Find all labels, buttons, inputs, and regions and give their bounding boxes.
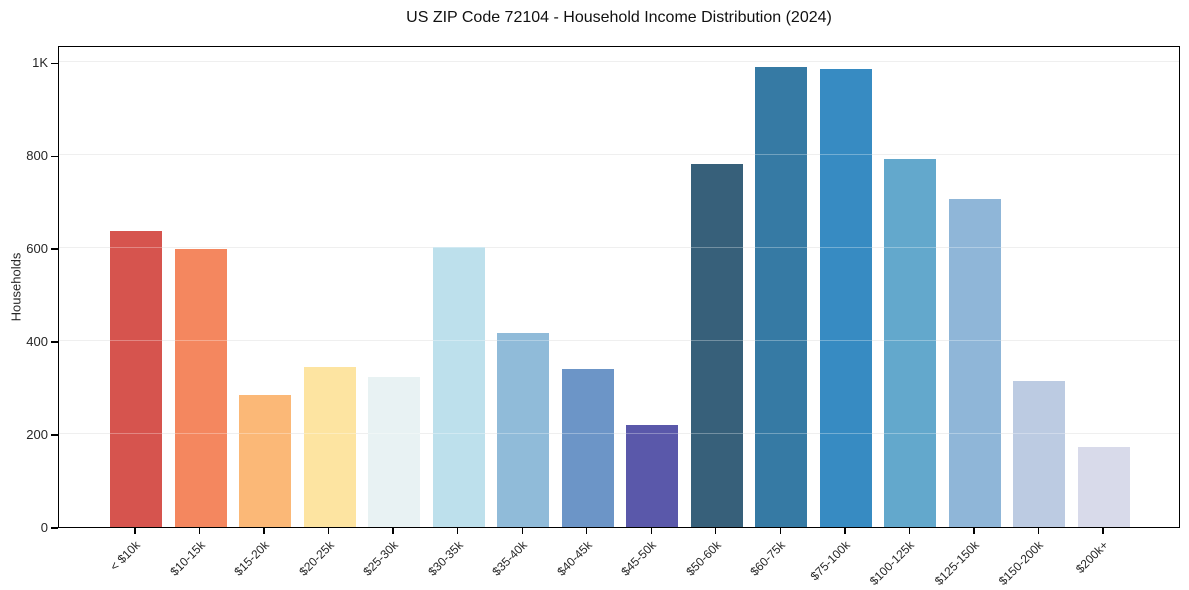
gridline-overlay-800 xyxy=(59,154,1179,156)
bar-13 xyxy=(948,199,1001,527)
x-tick-mark-2 xyxy=(263,528,265,534)
gridline-overlay-400 xyxy=(59,340,1179,342)
x-tick-mark-11 xyxy=(844,528,846,534)
y-tick-label-0: 0 xyxy=(40,520,48,535)
gridline-overlay-1000 xyxy=(59,61,1179,63)
y-tick-label-800: 800 xyxy=(26,148,48,164)
x-tick-mark-12 xyxy=(908,528,911,534)
x-tick-mark-14 xyxy=(1037,528,1040,534)
x-tick-mark-1 xyxy=(198,528,201,534)
bar-6 xyxy=(497,333,550,527)
x-tick-mark-5 xyxy=(457,528,459,534)
y-tick-mark-3 xyxy=(51,248,58,250)
bar-11 xyxy=(819,69,872,527)
bar-0 xyxy=(110,230,162,527)
x-tick-mark-13 xyxy=(973,528,975,534)
bar-1 xyxy=(174,249,227,527)
x-tick-mark-4 xyxy=(392,528,394,534)
bar-8 xyxy=(626,425,679,527)
y-tick-mark-5 xyxy=(51,62,58,64)
bar-4 xyxy=(368,377,421,527)
gridline-1000 xyxy=(59,61,1179,63)
bar-9 xyxy=(690,164,743,527)
gridline-overlay-200 xyxy=(59,433,1179,435)
x-tick-mark-7 xyxy=(586,528,588,534)
y-tick-mark-2 xyxy=(51,341,58,343)
x-tick-mark-10 xyxy=(779,528,781,534)
y-tick-label-200: 200 xyxy=(26,427,48,443)
x-tick-mark-8 xyxy=(650,528,652,534)
y-tick-mark-1 xyxy=(51,434,58,436)
y-axis-label: Households xyxy=(8,252,24,322)
x-tick-mark-3 xyxy=(327,528,330,534)
x-tick-mark-6 xyxy=(521,528,523,534)
gridline-800 xyxy=(59,154,1179,156)
bar-2 xyxy=(239,395,292,527)
y-tick-label-1K: 1K xyxy=(32,55,48,71)
y-tick-mark-0 xyxy=(51,527,58,529)
bar-15 xyxy=(1078,447,1130,527)
bar-7 xyxy=(561,368,614,527)
x-tick-mark-15 xyxy=(1102,528,1104,534)
bar-10 xyxy=(755,67,808,527)
gridline-200 xyxy=(59,433,1179,435)
gridline-400 xyxy=(59,340,1179,342)
bar-3 xyxy=(303,367,356,527)
chart-title: US ZIP Code 72104 - Household Income Dis… xyxy=(406,9,832,26)
bar-14 xyxy=(1013,381,1066,527)
x-tick-mark-0 xyxy=(134,528,136,534)
x-tick-label-0: < $10k xyxy=(107,538,143,574)
x-tick-mark-9 xyxy=(715,528,717,534)
bar-5 xyxy=(432,247,485,527)
bar-12 xyxy=(884,159,937,527)
plot-area xyxy=(58,46,1180,528)
gridline-600 xyxy=(59,247,1179,249)
y-tick-mark-4 xyxy=(51,155,58,157)
y-tick-label-600: 600 xyxy=(26,241,48,257)
y-tick-label-400: 400 xyxy=(26,334,48,350)
gridline-overlay-600 xyxy=(59,247,1179,249)
